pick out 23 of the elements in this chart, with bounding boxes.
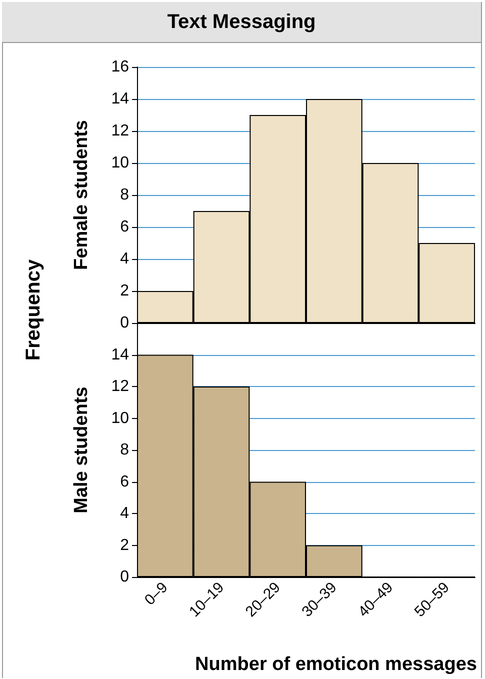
x-tick-label: 0–9 [141, 578, 172, 609]
text: Frequency [22, 259, 46, 361]
y-tick-label: 16 [111, 58, 130, 76]
y-tick-label: 8 [120, 442, 130, 458]
y-tick-label: 4 [120, 505, 130, 522]
y-tick-label: 2 [120, 282, 130, 300]
y-tick-label: 0 [120, 314, 130, 332]
chart-title: Text Messaging [2, 2, 481, 43]
y-tick-label: 10 [111, 410, 130, 427]
y-tick-label: 12 [111, 378, 130, 395]
y-axis-title: Male students [71, 386, 92, 514]
x-axis-title: Number of emoticon messages [195, 654, 477, 675]
y-tick-label: 4 [120, 250, 130, 268]
y-tick-label: 6 [120, 473, 130, 490]
y-tick-label: 14 [111, 90, 130, 108]
y-tick-label: 12 [111, 122, 130, 140]
y-axis-title: Female students [71, 120, 92, 270]
y-tick-label: 0 [120, 568, 130, 586]
y-tick-label: 2 [120, 536, 130, 554]
y-tick-label: 14 [111, 346, 130, 364]
y-tick-label: 6 [120, 218, 130, 236]
y-tick-label: 8 [120, 186, 130, 204]
y-tick-label: 10 [111, 154, 130, 172]
